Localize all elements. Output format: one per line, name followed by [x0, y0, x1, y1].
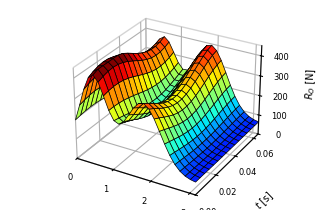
- Y-axis label: $t$ [s]: $t$ [s]: [252, 188, 277, 210]
